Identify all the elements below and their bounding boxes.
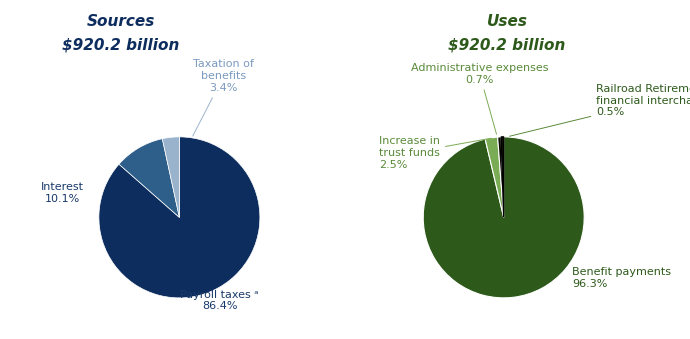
Text: $920.2 billion: $920.2 billion — [62, 37, 179, 52]
Text: Sources: Sources — [86, 14, 155, 28]
Text: Administrative expenses
0.7%: Administrative expenses 0.7% — [411, 63, 549, 134]
Wedge shape — [423, 137, 584, 298]
Text: Increase in
trust funds
2.5%: Increase in trust funds 2.5% — [379, 136, 491, 170]
Wedge shape — [99, 137, 260, 298]
Text: Payroll taxes ᵃ
86.4%: Payroll taxes ᵃ 86.4% — [180, 290, 259, 312]
Text: Taxation of
benefits
3.4%: Taxation of benefits 3.4% — [193, 59, 254, 136]
Text: $920.2 billion: $920.2 billion — [448, 37, 566, 52]
Text: Uses: Uses — [486, 14, 528, 28]
Wedge shape — [162, 137, 179, 217]
Text: Railroad Retirement
financial interchange
0.5%: Railroad Retirement financial interchang… — [510, 84, 690, 136]
Wedge shape — [119, 139, 179, 217]
Text: Benefit payments
96.3%: Benefit payments 96.3% — [572, 267, 671, 288]
Text: Interest
10.1%: Interest 10.1% — [41, 182, 84, 204]
Wedge shape — [501, 137, 504, 217]
Wedge shape — [497, 137, 504, 217]
Wedge shape — [485, 137, 504, 217]
